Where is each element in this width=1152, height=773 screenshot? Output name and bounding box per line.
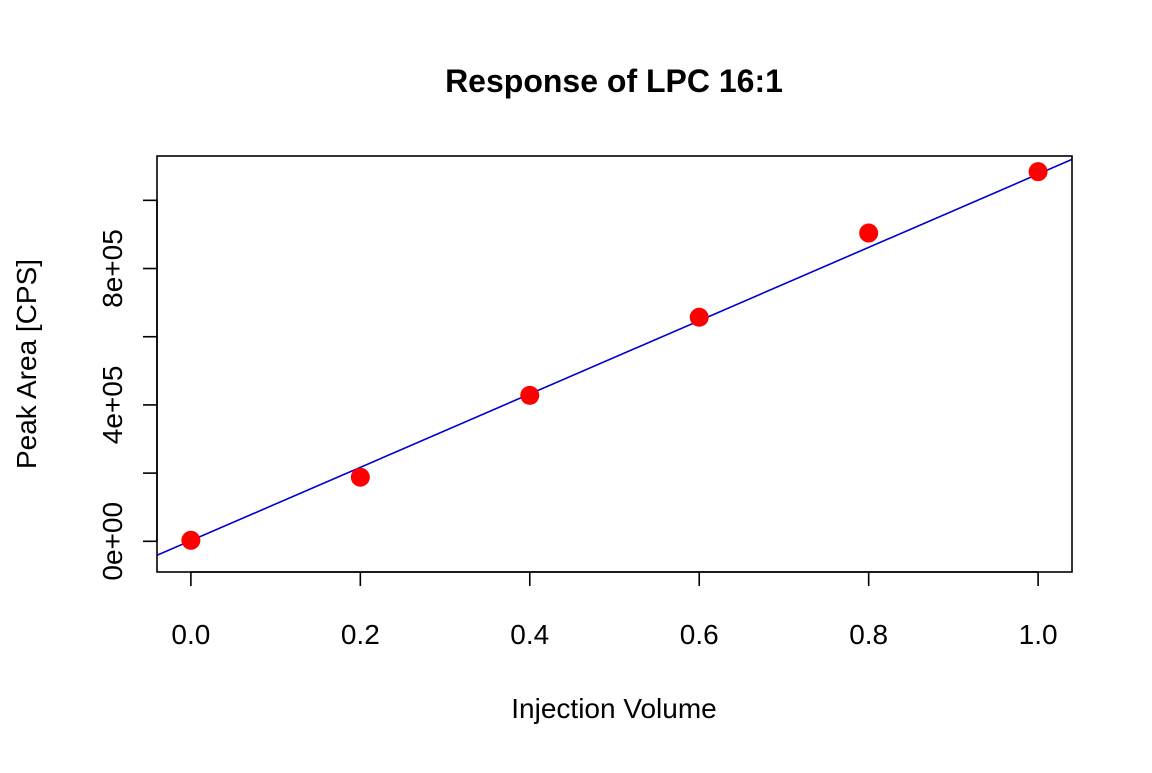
x-tick-label-3: 0.6 <box>680 619 719 650</box>
data-point-0 <box>181 530 201 550</box>
x-tick-label-5: 1.0 <box>1019 619 1058 650</box>
data-point-3 <box>689 307 709 327</box>
regression-line <box>157 158 1072 557</box>
data-point-1 <box>350 467 370 487</box>
x-tick-label-0: 0.0 <box>171 619 210 650</box>
plot-layer: 0.0 0.2 0.4 0.6 0.8 1.0 0e+00 4e+05 8e+05 <box>97 155 1073 650</box>
chart-title: Response of LPC 16:1 <box>445 63 783 99</box>
data-point-4 <box>859 223 879 243</box>
data-point-5 <box>1028 162 1048 182</box>
y-tick-label-0: 0e+00 <box>97 502 128 581</box>
y-tick-label-4: 8e+05 <box>97 229 128 308</box>
y-axis-label: Peak Area [CPS] <box>11 259 42 469</box>
x-tick-label-4: 0.8 <box>849 619 888 650</box>
data-point-2 <box>520 385 540 405</box>
y-tick-label-2: 4e+05 <box>97 366 128 445</box>
x-axis-label: Injection Volume <box>511 693 716 724</box>
x-tick-label-1: 0.2 <box>341 619 380 650</box>
x-tick-label-2: 0.4 <box>510 619 549 650</box>
